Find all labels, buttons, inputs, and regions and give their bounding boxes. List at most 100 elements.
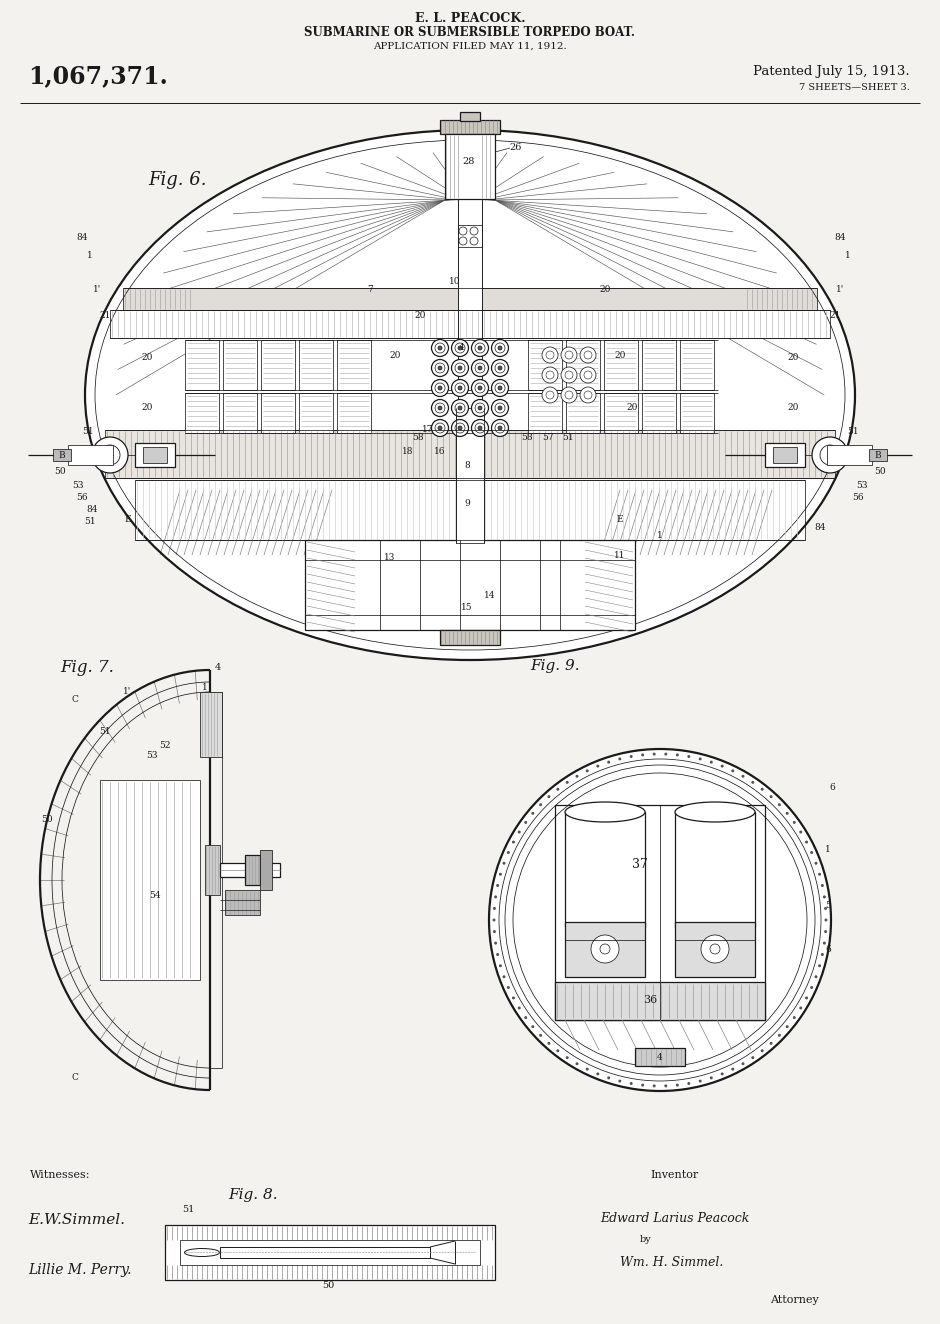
Circle shape xyxy=(451,400,468,417)
Text: SUBMARINE OR SUBMERSIBLE TORPEDO BOAT.: SUBMARINE OR SUBMERSIBLE TORPEDO BOAT. xyxy=(305,25,635,38)
Text: 1: 1 xyxy=(87,252,93,261)
Circle shape xyxy=(547,796,551,798)
Text: 1: 1 xyxy=(825,846,831,854)
Circle shape xyxy=(742,775,744,777)
Circle shape xyxy=(575,1062,578,1066)
Circle shape xyxy=(512,997,515,1000)
Text: 58: 58 xyxy=(412,433,424,441)
Circle shape xyxy=(472,339,489,356)
Ellipse shape xyxy=(85,130,855,659)
Circle shape xyxy=(619,757,621,760)
Text: 6: 6 xyxy=(825,945,831,955)
Bar xyxy=(165,1225,495,1280)
Circle shape xyxy=(792,1016,796,1019)
Bar xyxy=(105,430,835,478)
Text: B: B xyxy=(875,451,882,461)
Circle shape xyxy=(770,796,773,798)
Text: E.W.Simmel.: E.W.Simmel. xyxy=(28,1213,125,1227)
Circle shape xyxy=(503,862,506,865)
Bar xyxy=(261,393,295,433)
Circle shape xyxy=(805,997,808,1000)
Bar xyxy=(773,448,797,463)
Text: 84: 84 xyxy=(76,233,87,242)
Circle shape xyxy=(580,367,596,383)
Bar xyxy=(135,444,175,467)
Bar xyxy=(635,1049,685,1066)
Circle shape xyxy=(503,976,506,978)
Text: 53: 53 xyxy=(856,481,868,490)
Circle shape xyxy=(561,367,577,383)
Circle shape xyxy=(814,976,818,978)
Text: 1': 1' xyxy=(123,687,131,696)
Text: 26: 26 xyxy=(509,143,523,151)
Bar xyxy=(827,445,872,465)
Circle shape xyxy=(458,387,462,391)
Circle shape xyxy=(596,764,600,768)
Circle shape xyxy=(431,400,448,417)
Text: 53: 53 xyxy=(147,751,158,760)
Bar xyxy=(185,340,219,391)
Circle shape xyxy=(507,986,509,989)
Circle shape xyxy=(496,953,499,956)
Bar xyxy=(458,199,482,409)
Circle shape xyxy=(539,804,542,806)
Text: 1: 1 xyxy=(202,683,208,692)
Bar xyxy=(456,408,484,543)
Bar xyxy=(185,393,219,433)
Circle shape xyxy=(710,1076,713,1079)
Text: C: C xyxy=(71,1072,78,1082)
Bar xyxy=(675,812,755,927)
Bar xyxy=(642,393,676,433)
Circle shape xyxy=(591,935,619,963)
Circle shape xyxy=(492,380,509,396)
Bar xyxy=(869,449,887,461)
Text: 51: 51 xyxy=(847,428,859,437)
Bar xyxy=(135,481,805,540)
Text: 1': 1' xyxy=(836,286,844,294)
Circle shape xyxy=(498,365,502,369)
Bar xyxy=(260,850,272,890)
Circle shape xyxy=(792,821,796,824)
Text: 50: 50 xyxy=(41,816,53,825)
Text: 20: 20 xyxy=(788,404,799,413)
Circle shape xyxy=(492,400,509,417)
Bar xyxy=(765,444,805,467)
Text: Fig. 8.: Fig. 8. xyxy=(228,1188,277,1202)
Text: 20: 20 xyxy=(141,404,152,413)
Circle shape xyxy=(472,360,489,376)
Circle shape xyxy=(92,437,128,473)
Bar xyxy=(565,922,645,977)
Bar xyxy=(305,540,635,630)
Text: 51: 51 xyxy=(181,1205,195,1214)
Text: 13: 13 xyxy=(384,553,396,563)
Circle shape xyxy=(458,365,462,369)
Circle shape xyxy=(676,1083,679,1087)
Text: C: C xyxy=(71,695,78,704)
Text: 28: 28 xyxy=(462,158,476,167)
Text: 58: 58 xyxy=(521,433,533,441)
Circle shape xyxy=(770,1042,773,1045)
Bar xyxy=(180,1241,480,1264)
Circle shape xyxy=(824,919,827,922)
Circle shape xyxy=(821,884,823,887)
Circle shape xyxy=(498,346,502,350)
Text: 84: 84 xyxy=(814,523,825,532)
Circle shape xyxy=(607,760,610,764)
Circle shape xyxy=(641,753,644,756)
Circle shape xyxy=(542,367,558,383)
Text: Witnesses:: Witnesses: xyxy=(30,1170,90,1180)
Circle shape xyxy=(493,919,495,922)
Text: 1,067,371.: 1,067,371. xyxy=(28,64,167,87)
Text: 6: 6 xyxy=(829,784,835,793)
Text: 1': 1' xyxy=(93,286,102,294)
Bar xyxy=(445,134,495,199)
Text: Lillie M. Perry.: Lillie M. Perry. xyxy=(28,1263,132,1278)
Circle shape xyxy=(507,851,509,854)
Text: 56: 56 xyxy=(76,494,87,503)
Circle shape xyxy=(451,380,468,396)
Bar xyxy=(261,340,295,391)
Bar xyxy=(528,393,562,433)
Bar xyxy=(680,340,714,391)
Bar xyxy=(220,1247,430,1258)
Text: 51: 51 xyxy=(100,727,111,736)
